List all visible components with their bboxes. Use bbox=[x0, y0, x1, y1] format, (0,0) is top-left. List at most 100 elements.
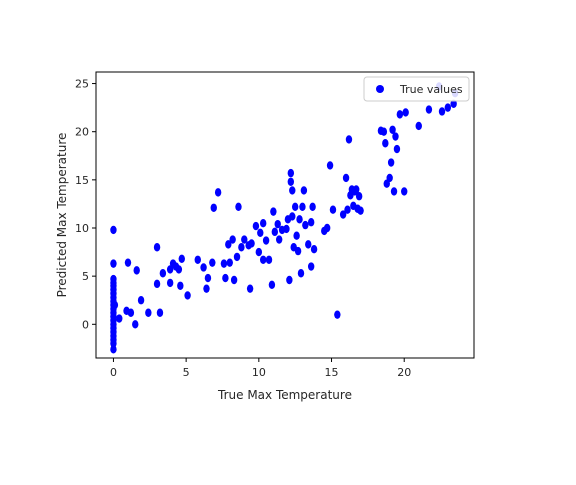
y-tick-label: 0 bbox=[82, 318, 89, 331]
data-point bbox=[300, 186, 308, 195]
data-point bbox=[259, 218, 267, 228]
data-point bbox=[209, 258, 216, 267]
data-point bbox=[392, 132, 399, 141]
data-point bbox=[289, 186, 296, 195]
data-point bbox=[357, 206, 364, 215]
data-point bbox=[166, 278, 174, 288]
data-point bbox=[275, 235, 283, 244]
data-point bbox=[450, 99, 457, 108]
legend-label: True values bbox=[399, 83, 463, 96]
x-axis-label: True Max Temperature bbox=[217, 388, 352, 402]
data-point bbox=[177, 281, 184, 290]
data-point bbox=[271, 227, 279, 237]
data-point bbox=[299, 202, 306, 212]
data-point bbox=[345, 135, 353, 144]
x-tick-label: 0 bbox=[110, 366, 117, 379]
data-point bbox=[393, 144, 401, 154]
x-axis-ticks: 0 5 10 15 20 bbox=[110, 358, 411, 379]
data-point bbox=[334, 310, 341, 319]
data-point bbox=[259, 255, 267, 264]
data-point bbox=[156, 308, 164, 317]
data-point bbox=[110, 345, 117, 354]
x-tick-label: 10 bbox=[252, 366, 266, 379]
data-point bbox=[401, 187, 408, 196]
data-point bbox=[255, 247, 263, 257]
y-tick-label: 20 bbox=[75, 126, 89, 139]
data-points bbox=[110, 82, 459, 354]
data-point bbox=[257, 228, 264, 238]
y-tick-label: 5 bbox=[82, 270, 89, 283]
data-point bbox=[390, 187, 398, 196]
data-point bbox=[326, 161, 334, 170]
data-point bbox=[145, 308, 152, 317]
data-point bbox=[289, 212, 296, 221]
y-tick-label: 15 bbox=[75, 174, 89, 187]
data-point bbox=[342, 173, 350, 183]
x-tick-label: 5 bbox=[183, 366, 190, 379]
data-point bbox=[204, 273, 212, 283]
data-point bbox=[286, 275, 293, 285]
data-point bbox=[353, 185, 360, 194]
data-point bbox=[302, 220, 309, 230]
data-point bbox=[307, 262, 315, 271]
data-point bbox=[438, 107, 446, 116]
data-point bbox=[127, 308, 135, 317]
data-point bbox=[159, 269, 167, 278]
data-point bbox=[270, 207, 277, 216]
data-point bbox=[444, 103, 452, 112]
data-point bbox=[137, 296, 145, 305]
data-point bbox=[402, 108, 409, 117]
data-point bbox=[110, 225, 117, 235]
data-point bbox=[262, 236, 270, 245]
data-point bbox=[274, 219, 281, 229]
data-point bbox=[178, 254, 185, 264]
data-point bbox=[238, 243, 245, 252]
data-point bbox=[297, 269, 305, 278]
data-point bbox=[380, 127, 388, 136]
y-axis-ticks: 0 5 10 15 20 25 bbox=[75, 78, 96, 331]
data-point bbox=[293, 231, 300, 240]
data-point bbox=[355, 192, 363, 201]
data-point bbox=[386, 173, 393, 183]
data-point bbox=[246, 284, 254, 293]
data-point bbox=[235, 202, 242, 212]
data-point bbox=[248, 239, 255, 248]
data-point bbox=[214, 188, 222, 197]
data-point bbox=[226, 258, 233, 267]
data-point bbox=[200, 263, 207, 272]
data-point bbox=[310, 244, 318, 254]
data-point bbox=[184, 291, 191, 300]
data-point bbox=[116, 314, 123, 323]
data-point bbox=[396, 110, 404, 119]
data-point bbox=[329, 205, 337, 214]
data-point bbox=[220, 259, 228, 268]
data-point bbox=[241, 235, 248, 244]
data-point bbox=[124, 258, 132, 267]
x-tick-label: 20 bbox=[397, 366, 411, 379]
data-point bbox=[203, 284, 210, 293]
data-point bbox=[387, 158, 395, 167]
data-point bbox=[222, 273, 229, 283]
data-point bbox=[225, 240, 232, 249]
data-point bbox=[252, 221, 260, 231]
plot-frame bbox=[95, 71, 475, 359]
data-point bbox=[230, 275, 238, 285]
data-point bbox=[344, 205, 351, 214]
data-point bbox=[110, 259, 117, 268]
data-point bbox=[153, 279, 161, 289]
data-point bbox=[307, 218, 315, 227]
legend-box bbox=[363, 76, 470, 102]
data-point bbox=[233, 252, 241, 262]
data-point bbox=[425, 105, 433, 114]
data-point bbox=[229, 235, 236, 244]
data-point bbox=[287, 177, 295, 186]
data-point bbox=[323, 223, 331, 233]
data-point bbox=[296, 215, 303, 224]
data-point bbox=[283, 224, 290, 234]
data-point bbox=[265, 255, 273, 264]
data-point bbox=[339, 210, 347, 219]
legend: True values bbox=[363, 76, 470, 102]
data-point bbox=[305, 240, 312, 249]
data-point bbox=[415, 121, 422, 131]
